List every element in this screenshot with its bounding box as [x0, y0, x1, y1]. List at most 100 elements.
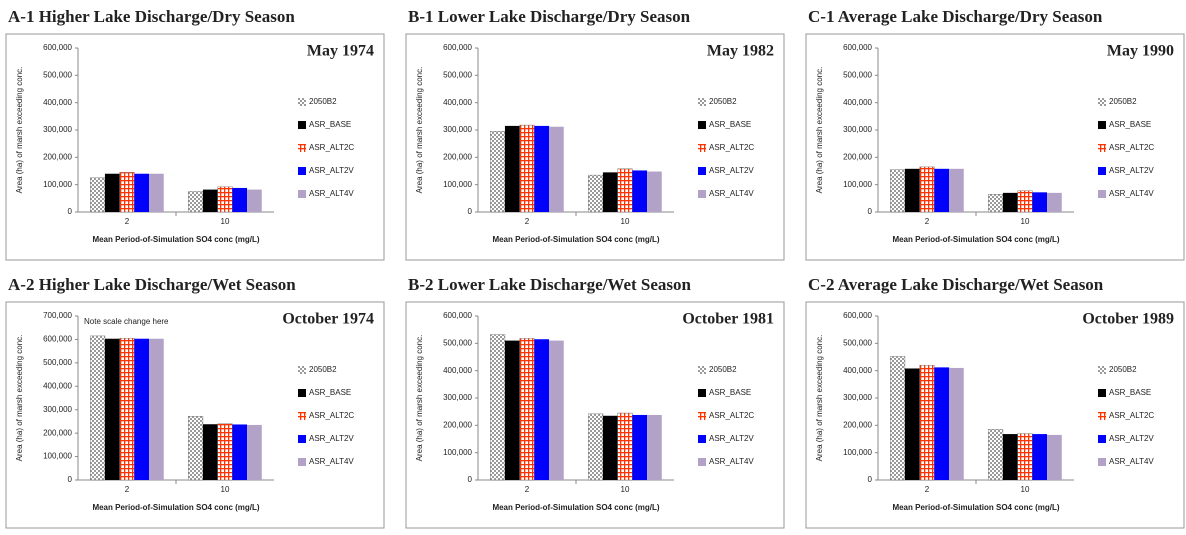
legend-swatch	[698, 389, 706, 397]
bar	[890, 356, 906, 481]
y-tick-label: 100,000	[843, 180, 872, 189]
y-tick-label: 200,000	[843, 420, 872, 429]
legend-swatch	[698, 458, 706, 466]
chart-title: October 1974	[282, 311, 374, 328]
panel-title: C-2 Average Lake Discharge/Wet Season	[808, 275, 1104, 294]
x-tick-label: 2	[125, 485, 130, 494]
bar	[104, 173, 120, 212]
bar	[647, 171, 662, 212]
bar	[949, 367, 964, 480]
y-tick-label: 600,000	[843, 43, 872, 52]
bar	[1047, 192, 1062, 212]
bar	[949, 168, 964, 212]
legend-label: ASR_BASE	[309, 120, 351, 129]
legend-swatch	[698, 412, 706, 420]
chart-frame	[5, 33, 385, 261]
y-tick-label: 400,000	[43, 381, 72, 390]
y-tick-label: 500,000	[43, 70, 72, 79]
y-tick-label: 0	[468, 207, 473, 216]
legend-label: ASR_ALT4V	[1109, 457, 1154, 466]
bar	[534, 125, 550, 212]
legend-swatch	[698, 435, 706, 443]
bar	[1017, 433, 1033, 481]
legend-swatch	[298, 366, 306, 374]
y-tick-label: 300,000	[443, 125, 472, 134]
bar	[90, 335, 106, 481]
bar	[119, 172, 135, 213]
bar	[617, 412, 633, 481]
panel-title: C-1 Average Lake Discharge/Dry Season	[808, 7, 1103, 26]
x-tick-label: 10	[221, 485, 230, 494]
chart-frame	[805, 33, 1185, 261]
bar	[617, 168, 633, 213]
bar	[504, 125, 520, 212]
legend-label: ASR_ALT4V	[709, 457, 754, 466]
legend-swatch	[1098, 167, 1106, 175]
chart-title: May 1982	[707, 43, 774, 60]
bar	[90, 177, 106, 213]
legend-label: 2050B2	[309, 97, 337, 106]
y-tick-label: 200,000	[43, 428, 72, 437]
y-tick-label: 600,000	[443, 311, 472, 320]
y-tick-label: 600,000	[43, 43, 72, 52]
bar	[588, 413, 604, 481]
bar	[534, 339, 550, 480]
legend-swatch	[1098, 412, 1106, 420]
y-tick-label: 100,000	[43, 180, 72, 189]
bar	[549, 340, 564, 480]
y-tick-label: 400,000	[43, 98, 72, 107]
bar	[202, 189, 218, 212]
y-tick-label: 600,000	[443, 43, 472, 52]
legend-label: ASR_ALT2V	[709, 166, 754, 175]
y-tick-label: 0	[868, 475, 873, 484]
bar	[632, 414, 648, 480]
bar	[919, 166, 935, 213]
bar	[217, 186, 233, 213]
x-tick-label: 10	[1021, 217, 1030, 226]
legend-swatch	[1098, 458, 1106, 466]
legend-label: ASR_ALT4V	[309, 189, 354, 198]
bar	[602, 415, 618, 480]
y-tick-label: 500,000	[843, 338, 872, 347]
legend-label: ASR_ALT2V	[1109, 166, 1154, 175]
y-tick-label: 400,000	[843, 98, 872, 107]
x-tick-label: 10	[221, 217, 230, 226]
y-tick-label: 200,000	[443, 420, 472, 429]
legend-swatch	[1098, 366, 1106, 374]
legend-swatch	[698, 144, 706, 152]
legend-label: ASR_ALT2C	[309, 411, 354, 420]
legend-label: ASR_ALT2V	[309, 434, 354, 443]
bar	[247, 424, 262, 480]
bar	[1002, 192, 1018, 212]
y-axis-label: Area (ha) of marsh exceeding conc.	[415, 67, 424, 194]
legend-label: ASR_ALT2C	[709, 411, 754, 420]
chart-title: October 1989	[1082, 311, 1174, 328]
y-tick-label: 200,000	[843, 152, 872, 161]
legend-swatch	[698, 98, 706, 106]
x-tick-label: 2	[125, 217, 130, 226]
bar	[904, 368, 920, 480]
bar	[134, 338, 150, 480]
y-tick-label: 100,000	[43, 452, 72, 461]
annotation: Note scale change here	[84, 317, 169, 326]
chart-frame	[5, 301, 385, 529]
bar	[119, 338, 135, 481]
y-axis-label: Area (ha) of marsh exceeding conc.	[415, 335, 424, 462]
y-tick-label: 700,000	[43, 311, 72, 320]
bar	[1032, 192, 1048, 212]
bar	[217, 423, 233, 481]
bar	[134, 173, 150, 212]
y-tick-label: 100,000	[443, 448, 472, 457]
legend-swatch	[698, 121, 706, 129]
bar	[149, 173, 164, 212]
legend-swatch	[298, 144, 306, 152]
x-tick-label: 10	[621, 217, 630, 226]
bar	[632, 170, 648, 212]
bar	[549, 126, 564, 212]
panel-title: A-1 Higher Lake Discharge/Dry Season	[8, 7, 295, 26]
bar	[104, 338, 120, 480]
legend-label: ASR_ALT2C	[709, 143, 754, 152]
x-axis-label: Mean Period-of-Simulation SO4 conc (mg/L…	[92, 235, 259, 244]
legend-swatch	[1098, 435, 1106, 443]
y-axis-label: Area (ha) of marsh exceeding conc.	[15, 335, 24, 462]
